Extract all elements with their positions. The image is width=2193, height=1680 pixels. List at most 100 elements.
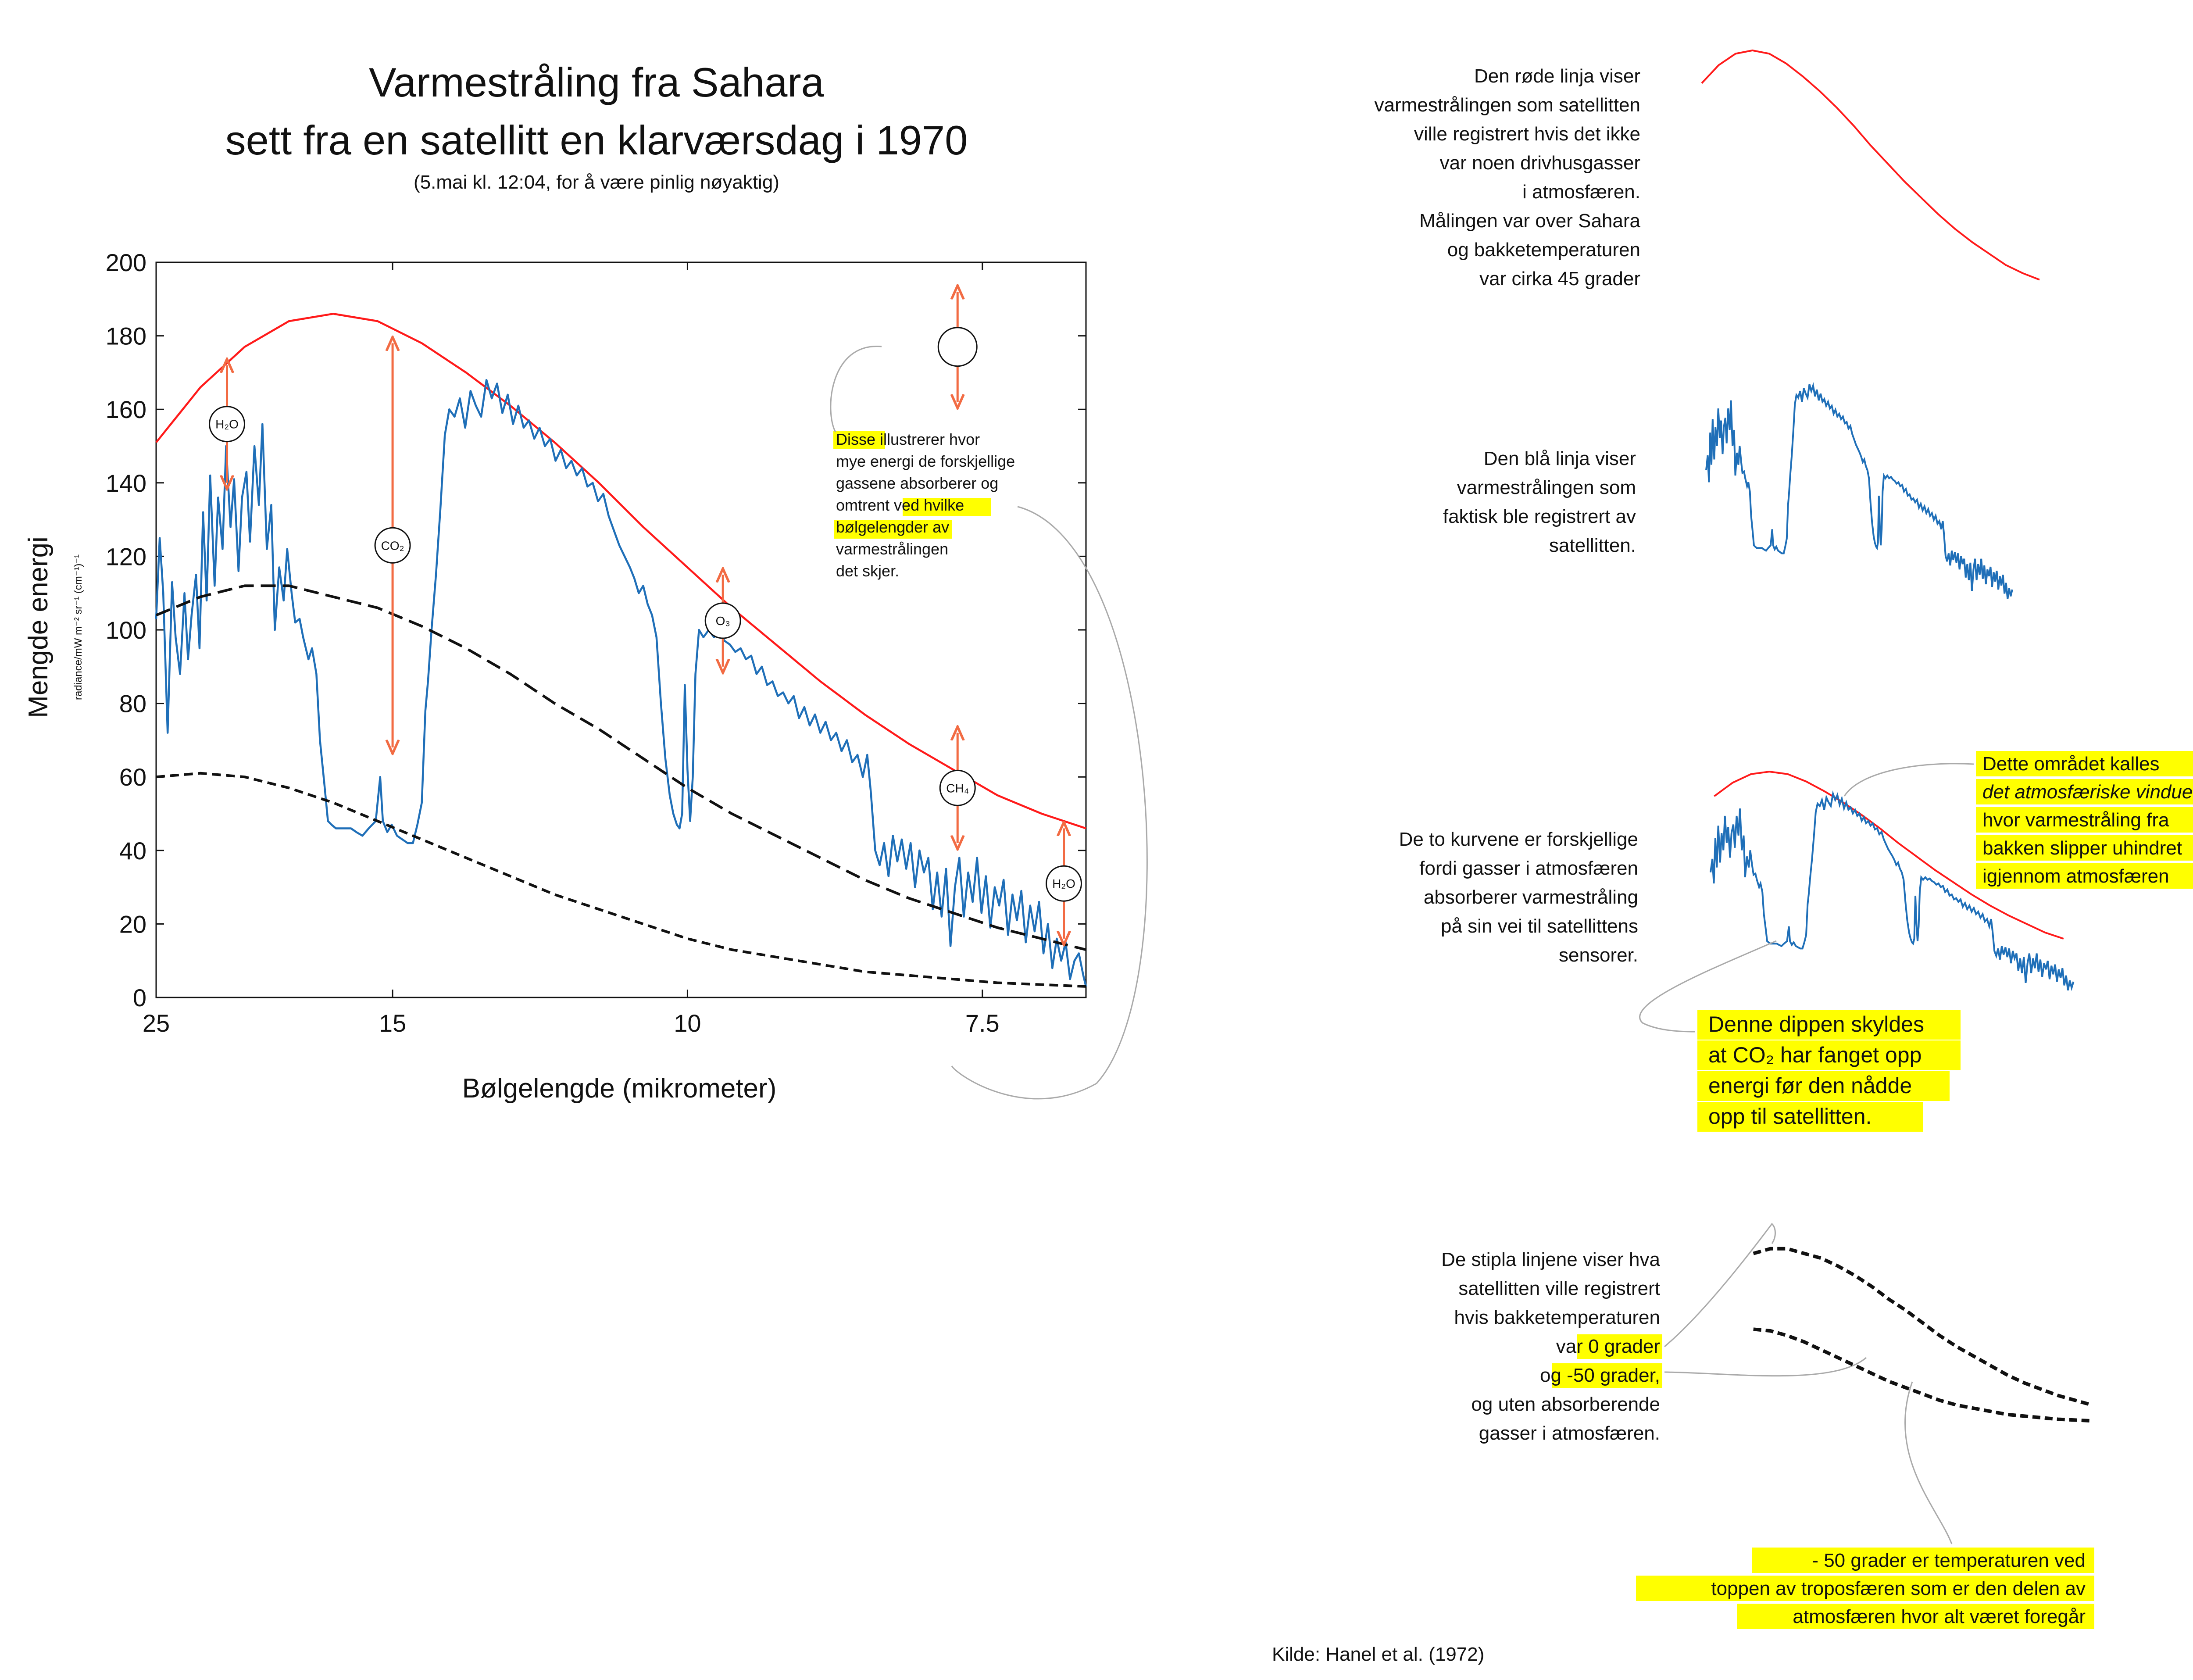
y-tick-label: 200 xyxy=(106,249,146,276)
co2-dip-note: Denne dippen skyldes at CO₂ har fanget o… xyxy=(1639,940,1961,1132)
gas-molecule-circle xyxy=(939,769,976,806)
x-tick-label: 25 xyxy=(143,1009,170,1037)
dashed-line-minus50c xyxy=(156,772,1086,988)
y-tick-label: 20 xyxy=(119,910,146,938)
x-axis-title: Bølgelengde (mikrometer) xyxy=(462,1073,777,1104)
y-tick-label: 40 xyxy=(119,837,146,865)
blue-line-note-line: varmestrålingen som xyxy=(1457,477,1636,498)
gas-label: H₂O xyxy=(215,418,239,431)
x-tick-label: 7.5 xyxy=(965,1009,1000,1037)
mini-blue-line xyxy=(1705,382,2013,599)
blue-line-note-line: Den blå linja viser xyxy=(1484,448,1636,469)
difference-note-line: De to kurvene er forskjellige xyxy=(1399,829,1638,850)
red-line-note-line: var cirka 45 grader xyxy=(1479,268,1640,290)
red-line-note-line: Målingen var over Sahara xyxy=(1419,210,1640,232)
troposphere-note-leader xyxy=(1904,1381,1953,1544)
dashed-line-0c xyxy=(155,584,1086,951)
blue-line-note-line: faktisk ble registrert av xyxy=(1443,506,1636,527)
dashed-note: De stipla linjene viser hva satellitten … xyxy=(1441,1222,1867,1444)
dashed-note-leader-bottom xyxy=(1664,1357,1867,1377)
y-axis-title: Mengde energi xyxy=(23,536,54,718)
red-line-note-line: i atmosfæren. xyxy=(1522,181,1640,203)
chart-subtitle: (5.mai kl. 12:04, for å være pinlig nøya… xyxy=(414,172,779,193)
red-line-note-line: Den røde linja viser xyxy=(1474,65,1640,87)
mini-combo-blue-line xyxy=(1710,790,2075,991)
markers-note-line: Disse illustrerer hvor xyxy=(836,430,980,448)
markers-note-line: omtrent ved hvilke xyxy=(836,496,964,514)
window-note-line: igjennom atmosfæren xyxy=(1982,865,2169,887)
co2-dip-note-line: opp til satellitten. xyxy=(1708,1104,1872,1129)
mini-dashed-curves xyxy=(1753,1247,2093,1423)
source-credit: Kilde: Hanel et al. (1972) xyxy=(1272,1644,1484,1665)
dashed-note-line: og uten absorberende xyxy=(1471,1394,1660,1415)
difference-note-line: på sin vei til satellittens xyxy=(1441,915,1638,937)
window-note: Dette området kalles det atmosfæriske vi… xyxy=(1843,751,2193,889)
measured-blue-line xyxy=(155,379,1087,987)
red-line-note-line: og bakketemperaturen xyxy=(1447,239,1640,261)
x-tick-label: 10 xyxy=(674,1009,701,1037)
gas-label: CH₄ xyxy=(946,781,969,795)
x-tick-label: 15 xyxy=(379,1009,406,1037)
mini-red-line xyxy=(1701,49,2040,281)
mini-dashed-line-minus50c xyxy=(1753,1327,2093,1423)
troposphere-note-line: atmosfæren hvor alt været foregår xyxy=(1793,1606,2086,1627)
dashed-note-line: og -50 grader, xyxy=(1540,1365,1660,1386)
markers-note-line: varmestrålingen xyxy=(836,540,948,558)
dashed-note-line: gasser i atmosfæren. xyxy=(1479,1423,1660,1444)
dashed-note-leader-top xyxy=(1664,1222,1776,1348)
markers-note-line: mye energi de forskjellige xyxy=(836,452,1015,470)
window-note-leader xyxy=(1843,763,1974,797)
red-line-note-line: ville registrert hvis det ikke xyxy=(1414,123,1640,145)
blue-line-note: Den blå linja viser varmestrålingen som … xyxy=(1443,448,1636,556)
mini-combo-curves xyxy=(1710,771,2075,991)
y-tick-label: 80 xyxy=(119,690,146,718)
difference-note: De to kurvene er forskjellige fordi gass… xyxy=(1399,829,1638,966)
chart-title-line1: Varmestråling fra Sahara xyxy=(369,59,825,105)
mini-red-curve xyxy=(1701,49,2040,281)
troposphere-note-line: toppen av troposfæren som er den delen a… xyxy=(1711,1578,2086,1599)
markers-note-leader-bottom xyxy=(951,506,1148,1100)
gas-label: H₂O xyxy=(1052,877,1075,890)
y-axis-units: radiance/mW m⁻² sr⁻¹ (cm⁻¹)⁻¹ xyxy=(72,554,84,700)
window-note-line: bakken slipper uhindret xyxy=(1982,837,2182,859)
markers-note-line: gassene absorberer og xyxy=(836,474,998,492)
gas-molecule-circle xyxy=(1046,865,1082,902)
troposphere-note: - 50 grader er temperaturen ved toppen a… xyxy=(1636,1381,2094,1629)
gas-molecule-circle xyxy=(704,602,741,639)
y-tick-label: 0 xyxy=(133,984,146,1012)
red-reference-line xyxy=(155,313,1086,829)
troposphere-note-line: - 50 grader er temperaturen ved xyxy=(1812,1550,2086,1571)
gas-molecule-circle xyxy=(374,527,411,564)
markers-note-leader-top xyxy=(830,346,882,433)
co2-dip-note-line: at CO₂ har fanget opp xyxy=(1708,1043,1922,1067)
y-tick-label: 60 xyxy=(119,763,146,791)
y-tick-label: 180 xyxy=(106,322,146,350)
mini-combo-red-line xyxy=(1714,771,2064,940)
dashed-note-line: hvis bakketemperaturen xyxy=(1454,1307,1660,1328)
markers-note-line: det skjer. xyxy=(836,562,899,580)
difference-note-line: sensorer. xyxy=(1559,944,1638,966)
main-plot: 0 20 40 60 80 100 120 140 160 180 200 25 15 10 7.5 H₂O C… xyxy=(106,249,1087,1037)
y-tick-label: 160 xyxy=(106,396,146,423)
window-note-line: hvor varmestråling fra xyxy=(1982,809,2169,831)
gas-molecule-circle xyxy=(937,327,978,367)
red-line-note-line: var noen drivhusgasser xyxy=(1440,152,1640,174)
mini-blue-curve xyxy=(1705,382,2013,599)
co2-dip-note-line: energi før den nådde xyxy=(1708,1073,1912,1098)
co2-dip-leader xyxy=(1639,940,1777,1033)
window-note-line: det atmosfæriske vinduet xyxy=(1982,781,2193,803)
markers-note-line: bølgelengder av xyxy=(836,518,949,536)
gas-label: CO₂ xyxy=(381,539,404,552)
gas-label: O₃ xyxy=(716,614,730,628)
dashed-note-line: De stipla linjene viser hva xyxy=(1441,1249,1660,1270)
blue-line-note-line: satellitten. xyxy=(1549,535,1636,556)
red-line-note: Den røde linja viser varmestrålingen som… xyxy=(1375,65,1641,290)
y-tick-label: 120 xyxy=(106,543,146,570)
window-note-line: Dette området kalles xyxy=(1982,753,2160,775)
difference-note-line: absorberer varmestråling xyxy=(1424,886,1638,908)
y-tick-label: 140 xyxy=(106,469,146,497)
difference-note-line: fordi gasser i atmosfæren xyxy=(1419,858,1638,879)
chart-title-line2: sett fra en satellitt en klarværsdag i 1… xyxy=(225,117,968,163)
markers-note: Disse illustrerer hvor mye energi de for… xyxy=(830,346,1148,1100)
